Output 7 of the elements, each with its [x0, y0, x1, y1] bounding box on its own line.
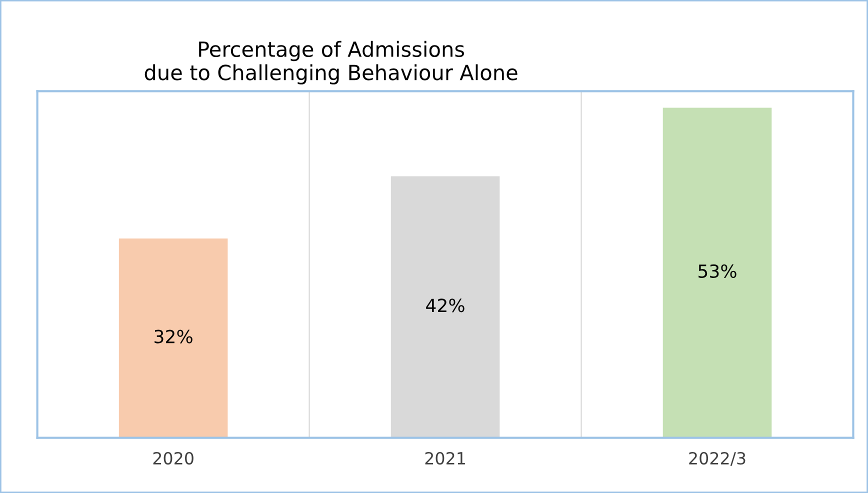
x-tick-label: 2020	[153, 452, 194, 465]
data-label: 42%	[426, 298, 464, 312]
x-tick-label: 2021	[425, 452, 465, 465]
x-tick-label: 2022/3	[689, 452, 746, 466]
data-label: 32%	[154, 330, 192, 344]
data-label: 53%	[698, 264, 736, 278]
chart-title: Percentage of Admissions due to Challenging Behaviour Alone	[144, 40, 518, 84]
